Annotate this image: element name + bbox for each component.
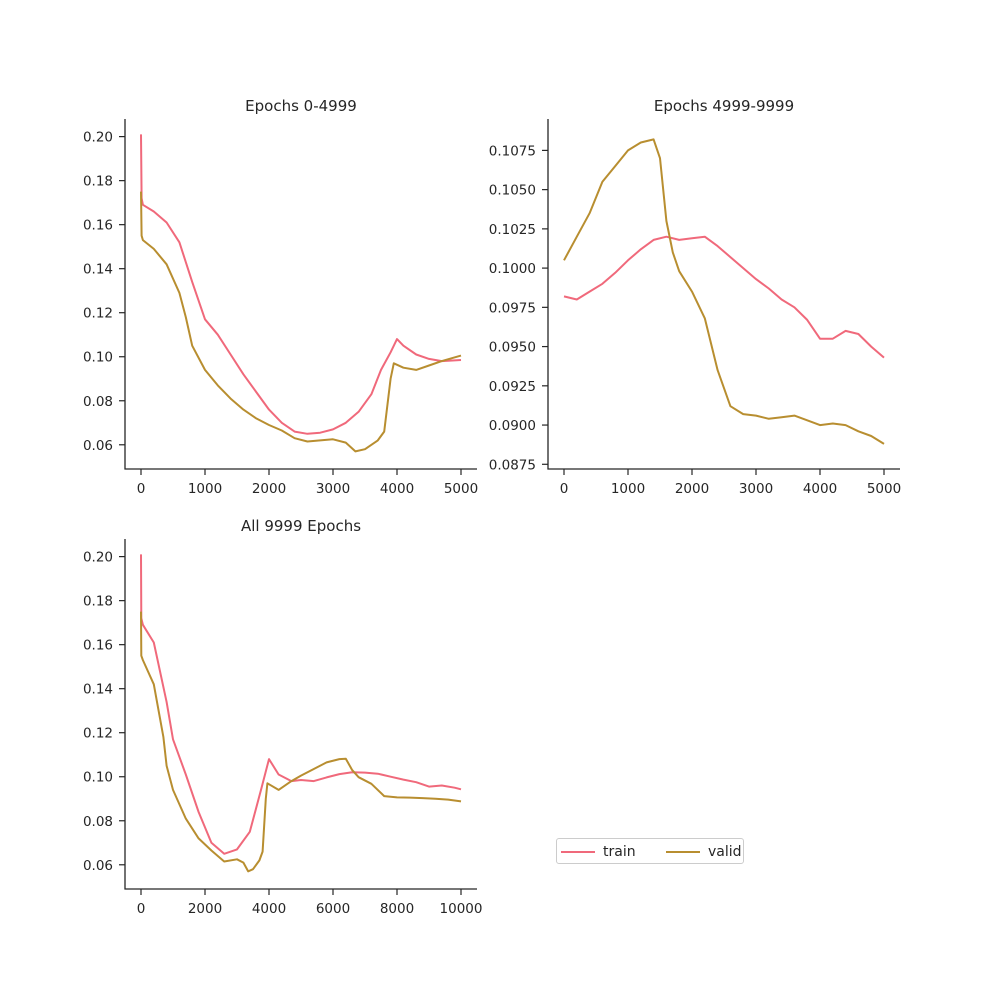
y-tick-label: 0.20 bbox=[83, 130, 113, 146]
legend-label-train: train bbox=[603, 844, 636, 860]
series-line-train bbox=[140, 554, 462, 855]
series-line-train bbox=[140, 134, 462, 435]
y-tick-label: 0.12 bbox=[83, 306, 113, 322]
x-tick-label: 4000 bbox=[380, 481, 414, 497]
x-tick-label: 4000 bbox=[252, 901, 286, 917]
y-tick-label: 0.18 bbox=[83, 174, 113, 190]
y-tick-label: 0.0925 bbox=[489, 379, 536, 395]
y-tick-label: 0.06 bbox=[83, 858, 113, 874]
chart-title: All 9999 Epochs bbox=[241, 517, 361, 535]
x-tick-label: 6000 bbox=[316, 901, 350, 917]
x-tick-label: 3000 bbox=[739, 481, 773, 497]
y-tick-label: 0.10 bbox=[83, 770, 113, 786]
y-tick-label: 0.1025 bbox=[489, 222, 536, 238]
y-tick-label: 0.10 bbox=[83, 350, 113, 366]
y-tick-label: 0.1000 bbox=[489, 261, 536, 277]
x-tick-label: 5000 bbox=[867, 481, 901, 497]
legend-line-train bbox=[561, 851, 595, 853]
series-line-valid bbox=[140, 611, 462, 873]
y-tick-label: 0.0975 bbox=[489, 300, 536, 316]
y-tick-label: 0.0875 bbox=[489, 457, 536, 473]
x-tick-label: 1000 bbox=[611, 481, 645, 497]
y-tick-label: 0.16 bbox=[83, 218, 113, 234]
y-tick-label: 0.14 bbox=[83, 682, 113, 698]
legend: train valid bbox=[556, 838, 744, 864]
series-line-valid bbox=[140, 191, 462, 453]
series-line-valid bbox=[563, 138, 885, 445]
x-tick-label: 2000 bbox=[188, 901, 222, 917]
x-tick-label: 1000 bbox=[188, 481, 222, 497]
y-tick-label: 0.06 bbox=[83, 438, 113, 454]
x-tick-label: 10000 bbox=[440, 901, 483, 917]
x-tick-label: 0 bbox=[137, 481, 146, 497]
y-tick-label: 0.14 bbox=[83, 262, 113, 278]
series-line-train bbox=[563, 235, 885, 359]
x-tick-label: 3000 bbox=[316, 481, 350, 497]
x-tick-label: 2000 bbox=[252, 481, 286, 497]
chart-panel-2: Epochs 4999-9999 0 1000 2000 3000 4000 5000 0.0… bbox=[489, 97, 901, 497]
y-tick-label: 0.0900 bbox=[489, 418, 536, 434]
y-tick-label: 0.08 bbox=[83, 394, 113, 410]
x-tick-label: 4000 bbox=[803, 481, 837, 497]
y-tick-label: 0.1050 bbox=[489, 183, 536, 199]
x-tick-label: 0 bbox=[560, 481, 569, 497]
x-tick-label: 8000 bbox=[380, 901, 414, 917]
y-tick-label: 0.08 bbox=[83, 814, 113, 830]
y-tick-label: 0.18 bbox=[83, 594, 113, 610]
y-tick-label: 0.12 bbox=[83, 726, 113, 742]
chart-title: Epochs 4999-9999 bbox=[654, 97, 794, 115]
y-tick-label: 0.1075 bbox=[489, 143, 536, 159]
y-tick-label: 0.16 bbox=[83, 638, 113, 654]
legend-label-valid: valid bbox=[708, 844, 742, 860]
y-tick-label: 0.0950 bbox=[489, 340, 536, 356]
y-tick-label: 0.20 bbox=[83, 550, 113, 566]
legend-line-valid bbox=[666, 851, 700, 853]
chart-panel-1: Epochs 0-4999 0 1000 2000 3000 4000 5000 0.06 0.… bbox=[83, 97, 478, 497]
chart-title: Epochs 0-4999 bbox=[245, 97, 357, 115]
x-tick-label: 5000 bbox=[444, 481, 478, 497]
x-tick-label: 2000 bbox=[675, 481, 709, 497]
chart-panel-3: All 9999 Epochs 0 2000 4000 6000 8000 10000 0.0… bbox=[83, 517, 483, 917]
x-tick-label: 0 bbox=[137, 901, 146, 917]
